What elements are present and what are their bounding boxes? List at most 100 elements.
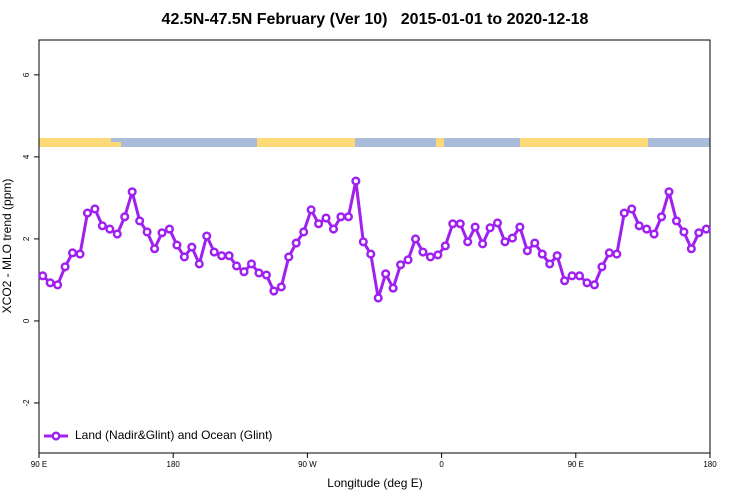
y-axis-label: XCO2 - MLO trend (ppm) [0, 179, 14, 314]
point [68, 248, 78, 258]
x-axis-label: Longitude (deg E) [327, 476, 422, 490]
point [232, 261, 242, 271]
point [194, 259, 204, 269]
point [328, 224, 339, 234]
point [537, 249, 547, 259]
point [433, 250, 443, 260]
y-tick-label: 6 [22, 72, 31, 77]
point [396, 260, 406, 270]
point [82, 208, 93, 218]
point [500, 237, 510, 247]
point [567, 271, 577, 281]
point [410, 234, 421, 244]
point [187, 242, 197, 252]
point [239, 267, 249, 277]
x-tick-label: 90 E [31, 460, 47, 469]
point [157, 228, 167, 238]
point [284, 252, 294, 262]
point [440, 241, 450, 251]
point [261, 270, 271, 280]
y-tick-label: 2 [22, 236, 31, 241]
point [373, 293, 383, 303]
point [366, 249, 376, 259]
point [649, 229, 659, 239]
point [664, 187, 674, 197]
point [619, 208, 629, 218]
x-tick-label: 180 [167, 460, 181, 469]
y-tick-label: 4 [22, 154, 31, 159]
point [142, 227, 152, 237]
point [671, 216, 682, 226]
y-tick-label: 0 [22, 318, 31, 323]
series-line [41, 179, 707, 300]
point [448, 219, 458, 229]
point [701, 224, 711, 234]
x-tick-label: 90 E [568, 460, 584, 469]
point [425, 252, 435, 262]
point [90, 204, 100, 214]
point [403, 255, 413, 265]
point [97, 221, 107, 231]
point [694, 228, 704, 238]
point [172, 240, 182, 250]
point [135, 216, 145, 226]
point [164, 224, 175, 234]
point [627, 204, 637, 214]
point [612, 249, 622, 259]
point [254, 268, 264, 278]
point [150, 244, 160, 254]
point [202, 231, 212, 241]
point [515, 222, 525, 232]
point [276, 282, 286, 292]
point [679, 227, 689, 237]
plot-frame [38, 39, 711, 454]
point [127, 187, 137, 197]
point [478, 239, 488, 249]
point [246, 259, 257, 269]
point [120, 212, 130, 222]
point [381, 269, 391, 279]
point [45, 278, 55, 288]
point [179, 252, 189, 262]
point [597, 262, 607, 272]
x-tick-label: 180 [703, 460, 717, 469]
point [38, 271, 48, 281]
point [358, 237, 368, 247]
legend-label: Land (Nadir&Glint) and Ocean (Glint) [75, 428, 272, 442]
point [224, 251, 234, 261]
legend-marker [51, 431, 61, 441]
point [299, 227, 309, 237]
point [306, 205, 316, 215]
point [351, 176, 361, 186]
x-tick-label: 90 W [298, 460, 317, 469]
point [314, 219, 324, 229]
point [209, 247, 219, 257]
point [522, 246, 532, 256]
point [560, 276, 570, 286]
point [582, 278, 592, 288]
y-tick-label: -2 [22, 399, 31, 407]
point [321, 213, 331, 223]
point [105, 224, 115, 234]
point [507, 233, 517, 243]
point [269, 286, 279, 296]
point [589, 280, 599, 290]
point [545, 259, 555, 269]
point [455, 219, 465, 229]
point [530, 238, 540, 248]
point [656, 212, 667, 222]
point [642, 224, 652, 234]
point [343, 212, 353, 222]
point [552, 251, 562, 261]
x-tick-label: 0 [439, 460, 444, 469]
point [336, 212, 346, 222]
point [217, 251, 227, 261]
point [463, 237, 473, 247]
point [492, 218, 503, 228]
point [634, 221, 644, 231]
point [388, 283, 398, 293]
land-ocean-strip [39, 138, 710, 147]
point [418, 247, 428, 257]
chart-title: 42.5N-47.5N February (Ver 10) 2015-01-01… [162, 11, 589, 28]
point [470, 222, 480, 232]
